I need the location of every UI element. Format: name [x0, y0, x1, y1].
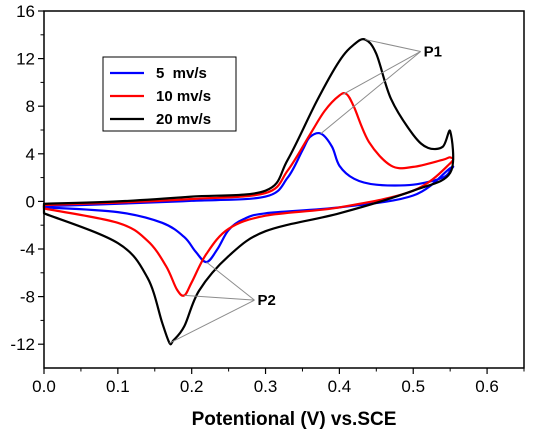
y-tick-label: 0	[26, 192, 35, 211]
y-tick-label: -12	[10, 335, 35, 354]
x-tick-label: 0.4	[328, 377, 352, 396]
series-line-10mvs	[42, 91, 455, 297]
y-tick-label: -4	[20, 240, 35, 259]
annotation-leader-line	[342, 51, 421, 95]
annotation-leader-line	[206, 261, 255, 301]
legend-label-20mvs: 20 mv/s	[156, 111, 211, 128]
x-tick-label: 0.2	[180, 377, 204, 396]
x-tick-label: 0.6	[475, 377, 499, 396]
x-tick-label: 0.0	[32, 377, 56, 396]
annotations-layer: P1 P2	[169, 39, 442, 344]
annotation-label-p1: P1	[424, 43, 442, 60]
x-tick-label: 0.1	[106, 377, 130, 396]
legend-label-10mvs: 10 mv/s	[156, 88, 211, 105]
legend: 5 mv/s 10 mv/s 20 mv/s	[102, 56, 237, 132]
annotation-leader-line	[365, 39, 421, 52]
series-layer	[42, 38, 455, 346]
ticks-layer: 0.0 0.1 0.2 0.3 0.4 0.5 0.6 16 12 8 4 0 -4 -8 -12	[10, 2, 525, 396]
y-tick-label: 12	[16, 50, 35, 69]
plot-frame	[43, 10, 525, 369]
annotation-label-p2: P2	[257, 292, 275, 309]
y-tick-label: -8	[20, 288, 35, 307]
x-axis-title: Potentional (V) vs.SCE	[192, 409, 397, 430]
x-tick-label: 0.3	[254, 377, 278, 396]
annotation-leader-line	[320, 51, 421, 134]
series-line-20mvs	[42, 38, 455, 346]
annotation-leader-line	[184, 294, 255, 301]
y-tick-label: 8	[26, 97, 35, 116]
y-tick-label: 16	[16, 2, 35, 21]
legend-label-5mvs: 5 mv/s	[156, 65, 207, 82]
x-tick-label: 0.5	[401, 377, 425, 396]
y-tick-label: 4	[26, 145, 35, 164]
annotation-leader-line	[169, 299, 255, 344]
